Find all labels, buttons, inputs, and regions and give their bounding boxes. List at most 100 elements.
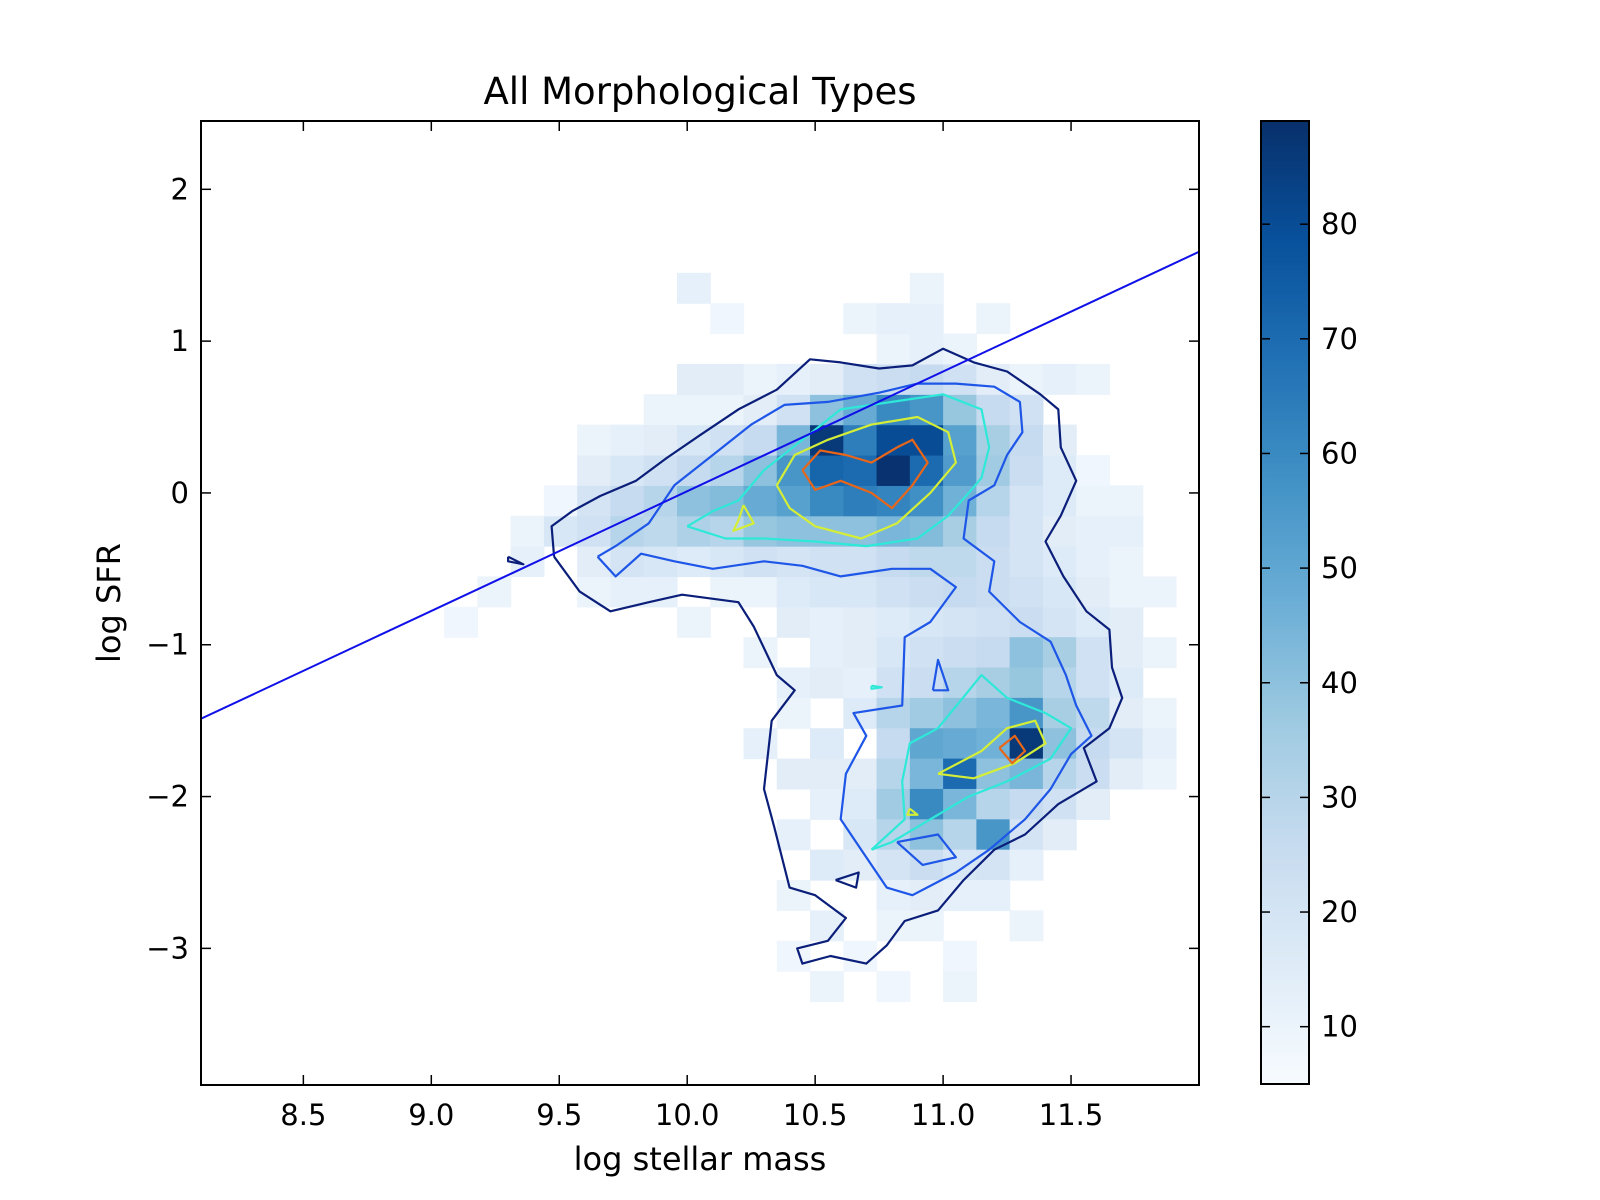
heatmap-cell	[1076, 606, 1111, 638]
heatmap-cell	[743, 424, 778, 456]
heatmap-cell	[1076, 454, 1111, 486]
colorbar: 10 20 30 40 50 60 70 80	[1260, 120, 1358, 1085]
heatmap-cell	[909, 333, 944, 365]
heatmap-cell	[610, 424, 645, 456]
heatmap-cell	[976, 637, 1011, 669]
heatmap-cell	[610, 454, 645, 486]
heatmap-cell	[843, 606, 878, 638]
contour-line	[775, 415, 958, 540]
heatmap-cell	[577, 485, 612, 517]
heatmap-cell	[810, 728, 844, 760]
colorbar-tick-label: 20	[1321, 895, 1358, 929]
heatmap-cell	[843, 819, 878, 851]
heatmap-cell	[1109, 546, 1144, 578]
heatmap-cell	[876, 971, 911, 1003]
heatmap-cell	[1009, 485, 1044, 517]
heatmap-cell	[909, 485, 944, 517]
x-tick-label: 8.5	[280, 1098, 326, 1132]
heatmap-cell	[1042, 546, 1077, 578]
chart-title: All Morphological Types	[484, 70, 917, 113]
heatmap-cell	[1009, 515, 1044, 547]
heatmap-cell	[776, 697, 811, 729]
heatmap-cell	[577, 454, 612, 486]
heatmap-cell	[876, 880, 911, 912]
heatmap-cell	[710, 424, 745, 456]
heatmap-cell	[810, 788, 844, 820]
heatmap-cell	[1109, 758, 1144, 790]
y-tick-label: 2	[171, 172, 189, 206]
heatmap-cell	[843, 576, 878, 608]
heatmap-cell	[1076, 667, 1111, 699]
heatmap-cell	[876, 303, 911, 335]
heatmap-cell	[1142, 576, 1177, 608]
heatmap-cell	[743, 728, 778, 760]
heatmap-cell	[976, 485, 1011, 517]
heatmap-cell	[909, 576, 944, 608]
heatmap-cell	[1009, 849, 1044, 881]
colorbar-tick-label: 30	[1321, 780, 1358, 814]
contour-line	[870, 684, 883, 690]
heatmap-cell	[510, 515, 545, 547]
heatmap-cell	[1009, 637, 1044, 669]
heatmap-cell	[843, 758, 878, 790]
heatmap-cell	[1009, 910, 1044, 942]
heatmap-cell	[943, 637, 977, 669]
heatmap-cell	[577, 515, 612, 547]
heatmap-cell	[776, 758, 811, 790]
heatmap-cell	[743, 576, 778, 608]
heatmap-cell	[976, 880, 1011, 912]
heatmap-cell	[1142, 697, 1177, 729]
colorbar-tick-label: 80	[1321, 207, 1358, 241]
heatmap-cell	[976, 697, 1011, 729]
heatmap-cell	[976, 667, 1011, 699]
heatmap-cell	[776, 667, 811, 699]
heatmap-cell	[776, 454, 811, 486]
heatmap-cell	[1076, 697, 1111, 729]
heatmap-cell	[909, 303, 944, 335]
heatmap-cell	[876, 333, 911, 365]
heatmap-cell	[943, 394, 977, 426]
x-tick-label: 9.0	[408, 1098, 454, 1132]
heatmap-cell	[543, 515, 578, 547]
heatmap-cell	[776, 606, 811, 638]
x-tick-label: 9.5	[536, 1098, 582, 1132]
heatmap-cell	[1042, 363, 1077, 395]
heatmap-cell	[743, 485, 778, 517]
heatmap-cell	[876, 667, 911, 699]
density-contours	[507, 347, 1124, 965]
contour-line	[686, 393, 991, 548]
heatmap-cell	[676, 606, 711, 638]
heatmap-cell	[1042, 576, 1077, 608]
heatmap-cell	[1009, 819, 1044, 851]
colorbar-ticks: 10 20 30 40 50 60 70 80	[1261, 207, 1358, 1044]
heatmap-cell	[1142, 637, 1177, 669]
heatmap-cell	[1109, 637, 1144, 669]
heatmap-cell	[610, 485, 645, 517]
heatmap-cell	[743, 363, 778, 395]
heatmap-cell	[843, 303, 878, 335]
heatmap-cell	[1076, 576, 1111, 608]
heatmap-cell	[1009, 546, 1044, 578]
heatmap-cell	[810, 971, 844, 1003]
heatmap-cell	[810, 667, 844, 699]
colorbar-tick-label: 50	[1321, 551, 1358, 585]
heatmap-cell	[710, 363, 745, 395]
heatmap-cell	[843, 788, 878, 820]
heatmap-cell	[444, 606, 478, 638]
x-tick-label: 10.5	[783, 1098, 848, 1132]
heatmap-cell	[909, 849, 944, 881]
heatmap-cell	[1009, 363, 1044, 395]
heatmap-cell	[1109, 515, 1144, 547]
heatmap-cell	[743, 454, 778, 486]
heatmap-cell	[810, 606, 844, 638]
heatmap-cell	[810, 849, 844, 881]
heatmap-cell	[1009, 454, 1044, 486]
contour-line	[998, 734, 1027, 765]
heatmap-cell	[1009, 576, 1044, 608]
heatmap-cell	[876, 606, 911, 638]
heatmap-cell	[676, 363, 711, 395]
heatmap-cell	[776, 394, 811, 426]
plot-frame	[200, 120, 1200, 1086]
contour-line	[507, 555, 525, 566]
